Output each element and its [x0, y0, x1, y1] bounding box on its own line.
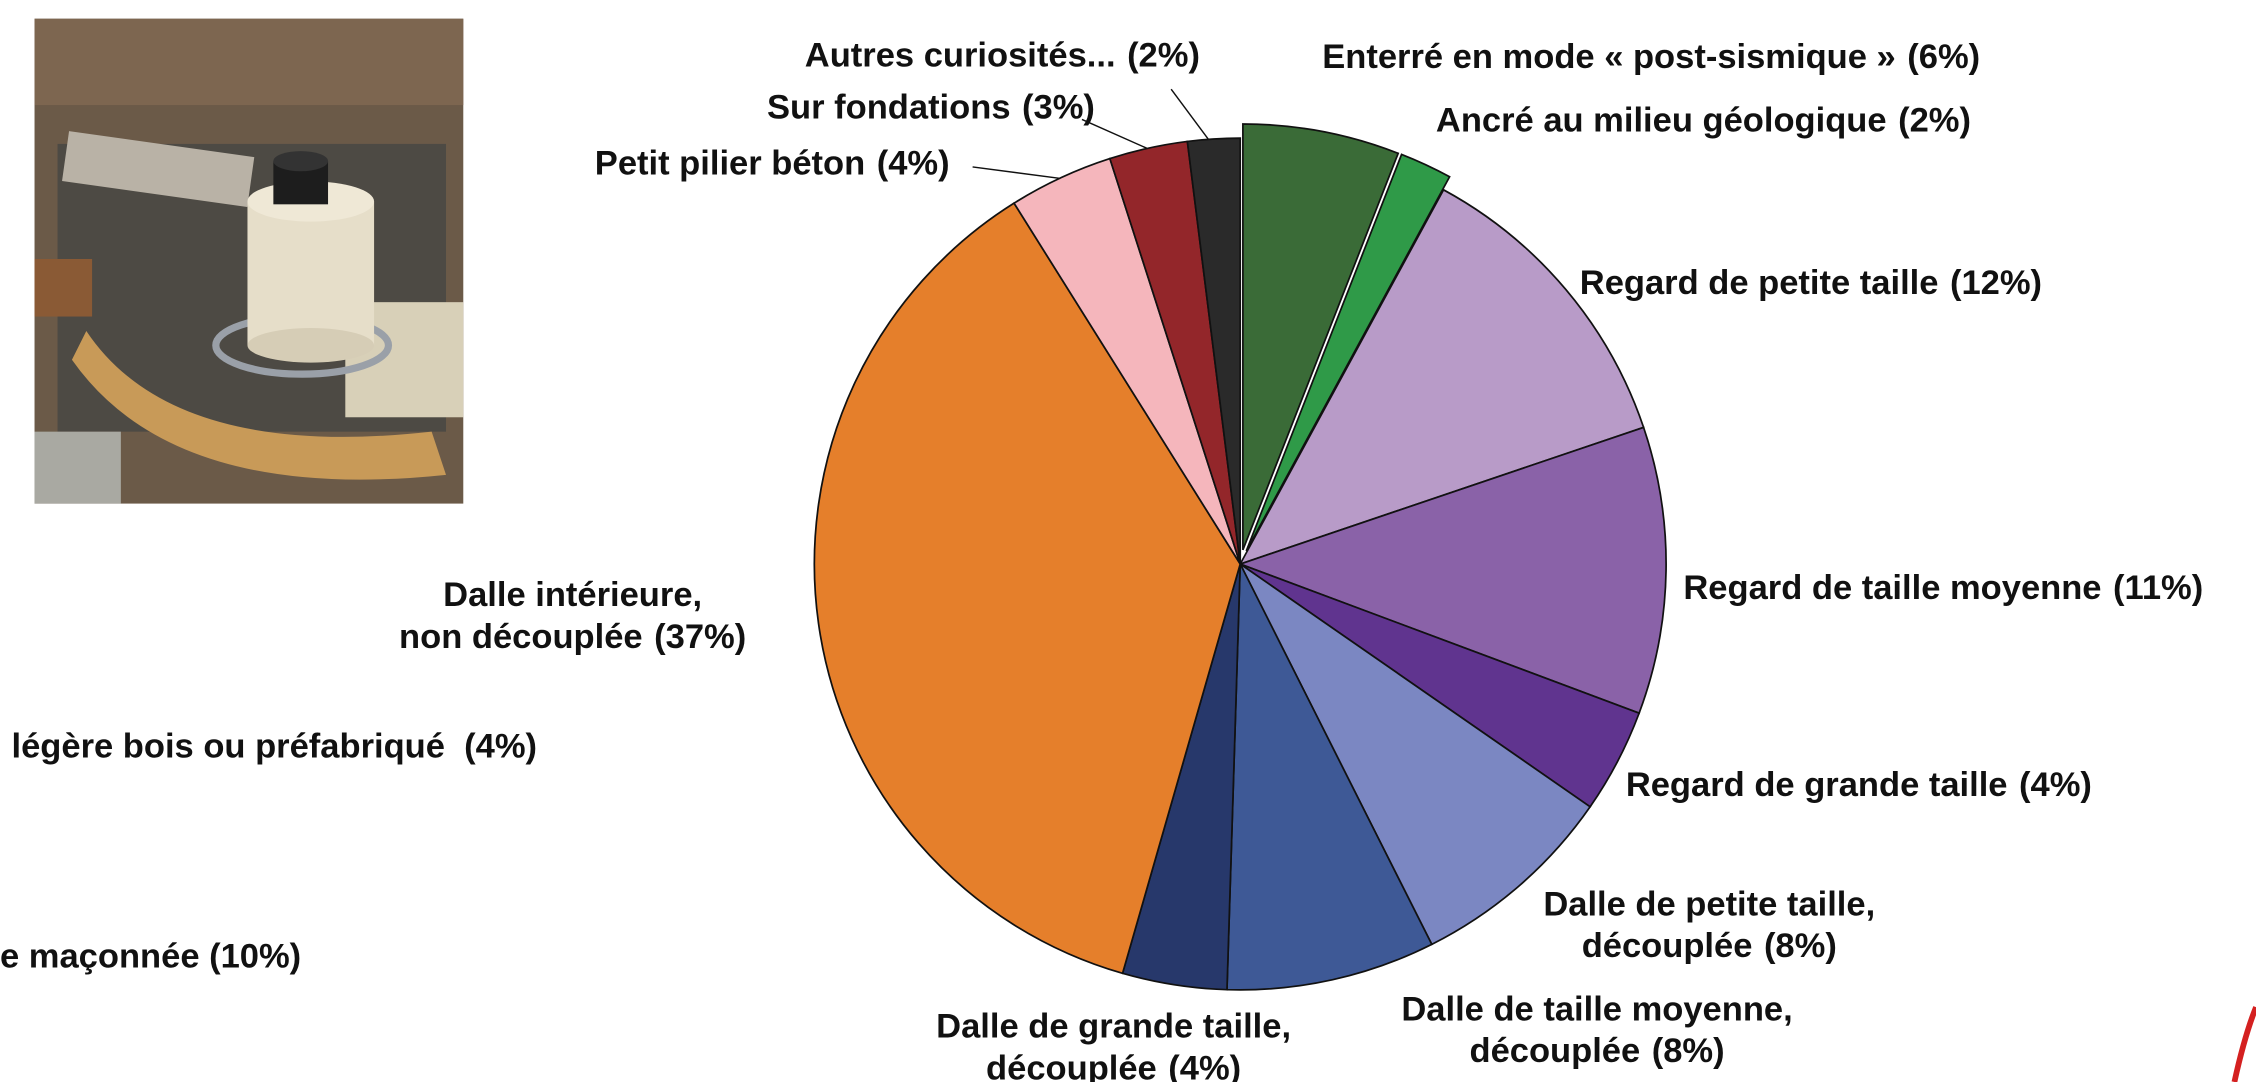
annotation: e maçonnée (10%): [0, 937, 301, 975]
slice-label: Ancré au milieu géologique (2%): [1436, 101, 1971, 139]
value-label: (37%): [654, 618, 746, 656]
slice-label: Dalle de taille moyenne, découplée (8%): [1401, 991, 1792, 1071]
label-line: découplée: [986, 1050, 1157, 1082]
annotation: légère bois ou préfabriqué (4%): [12, 727, 538, 765]
slice-label: Dalle de grande taille, découplée (4%): [936, 1008, 1291, 1082]
slice-label: Sur fondations (3%): [767, 88, 1095, 126]
value-label: (6%): [1907, 38, 1980, 76]
label-line: Dalle de taille moyenne,: [1401, 991, 1792, 1029]
slice-label: Regard de grande taille (4%): [1626, 766, 2092, 804]
slice-label: Petit pilier béton (4%): [595, 145, 950, 183]
label-line: Petit pilier béton: [595, 145, 865, 183]
value-label: (11%): [2113, 569, 2203, 607]
pie-slice: [1242, 123, 1400, 551]
leader-line: [972, 166, 1061, 180]
pie-slice: [1245, 153, 1451, 552]
label-line: découplée: [1582, 927, 1753, 965]
label-line: découplée: [1469, 1032, 1640, 1070]
value-label: (2%): [1898, 101, 1971, 139]
label-line: Dalle de petite taille,: [1543, 886, 1875, 924]
photo: [34, 18, 464, 504]
leader-line: [1170, 88, 1210, 141]
pie-slice: [1238, 188, 1645, 566]
value-label: (4%): [2019, 766, 2092, 804]
slice-label: Regard de taille moyenne (11%): [1683, 569, 2203, 607]
label-line: Dalle de grande taille,: [936, 1008, 1291, 1046]
label-line: Sur fondations: [767, 88, 1011, 126]
label-line: Regard de petite taille: [1580, 264, 1939, 302]
value-label: (4%): [1168, 1050, 1241, 1082]
slice-label: Enterré en mode « post-sismique » (6%): [1322, 38, 1980, 76]
value-label: (8%): [1652, 1032, 1725, 1070]
pie-slice: [1239, 563, 1592, 946]
label-line: Ancré au milieu géologique: [1436, 101, 1887, 139]
decoration: [2231, 1006, 2256, 1082]
label-line: Enterré en mode « post-sismique »: [1322, 38, 1896, 76]
value-label: (4%): [877, 145, 950, 183]
slice-label: Regard de petite taille (12%): [1580, 264, 2042, 302]
value-label: (12%): [1950, 264, 2042, 302]
slice-label: Dalle de petite taille, découplée (8%): [1543, 886, 1875, 966]
pie-slice: [1226, 563, 1433, 991]
label-line: Regard de taille moyenne: [1683, 569, 2101, 607]
value-label: (8%): [1764, 927, 1837, 965]
slice-label: Dalle intérieure, non découplée (37%): [399, 576, 746, 656]
label-line: Autres curiosités...: [805, 37, 1116, 75]
label-line: Dalle intérieure,: [443, 576, 702, 614]
pie-slice: [1186, 137, 1242, 565]
slice-label: Autres curiosités... (2%): [805, 37, 1200, 75]
label-line: Regard de grande taille: [1626, 766, 2008, 804]
leader-line: [1081, 118, 1147, 149]
pie-slice: [1237, 426, 1667, 715]
value-label: (2%): [1127, 37, 1200, 75]
label-line: non découplée: [399, 618, 643, 656]
